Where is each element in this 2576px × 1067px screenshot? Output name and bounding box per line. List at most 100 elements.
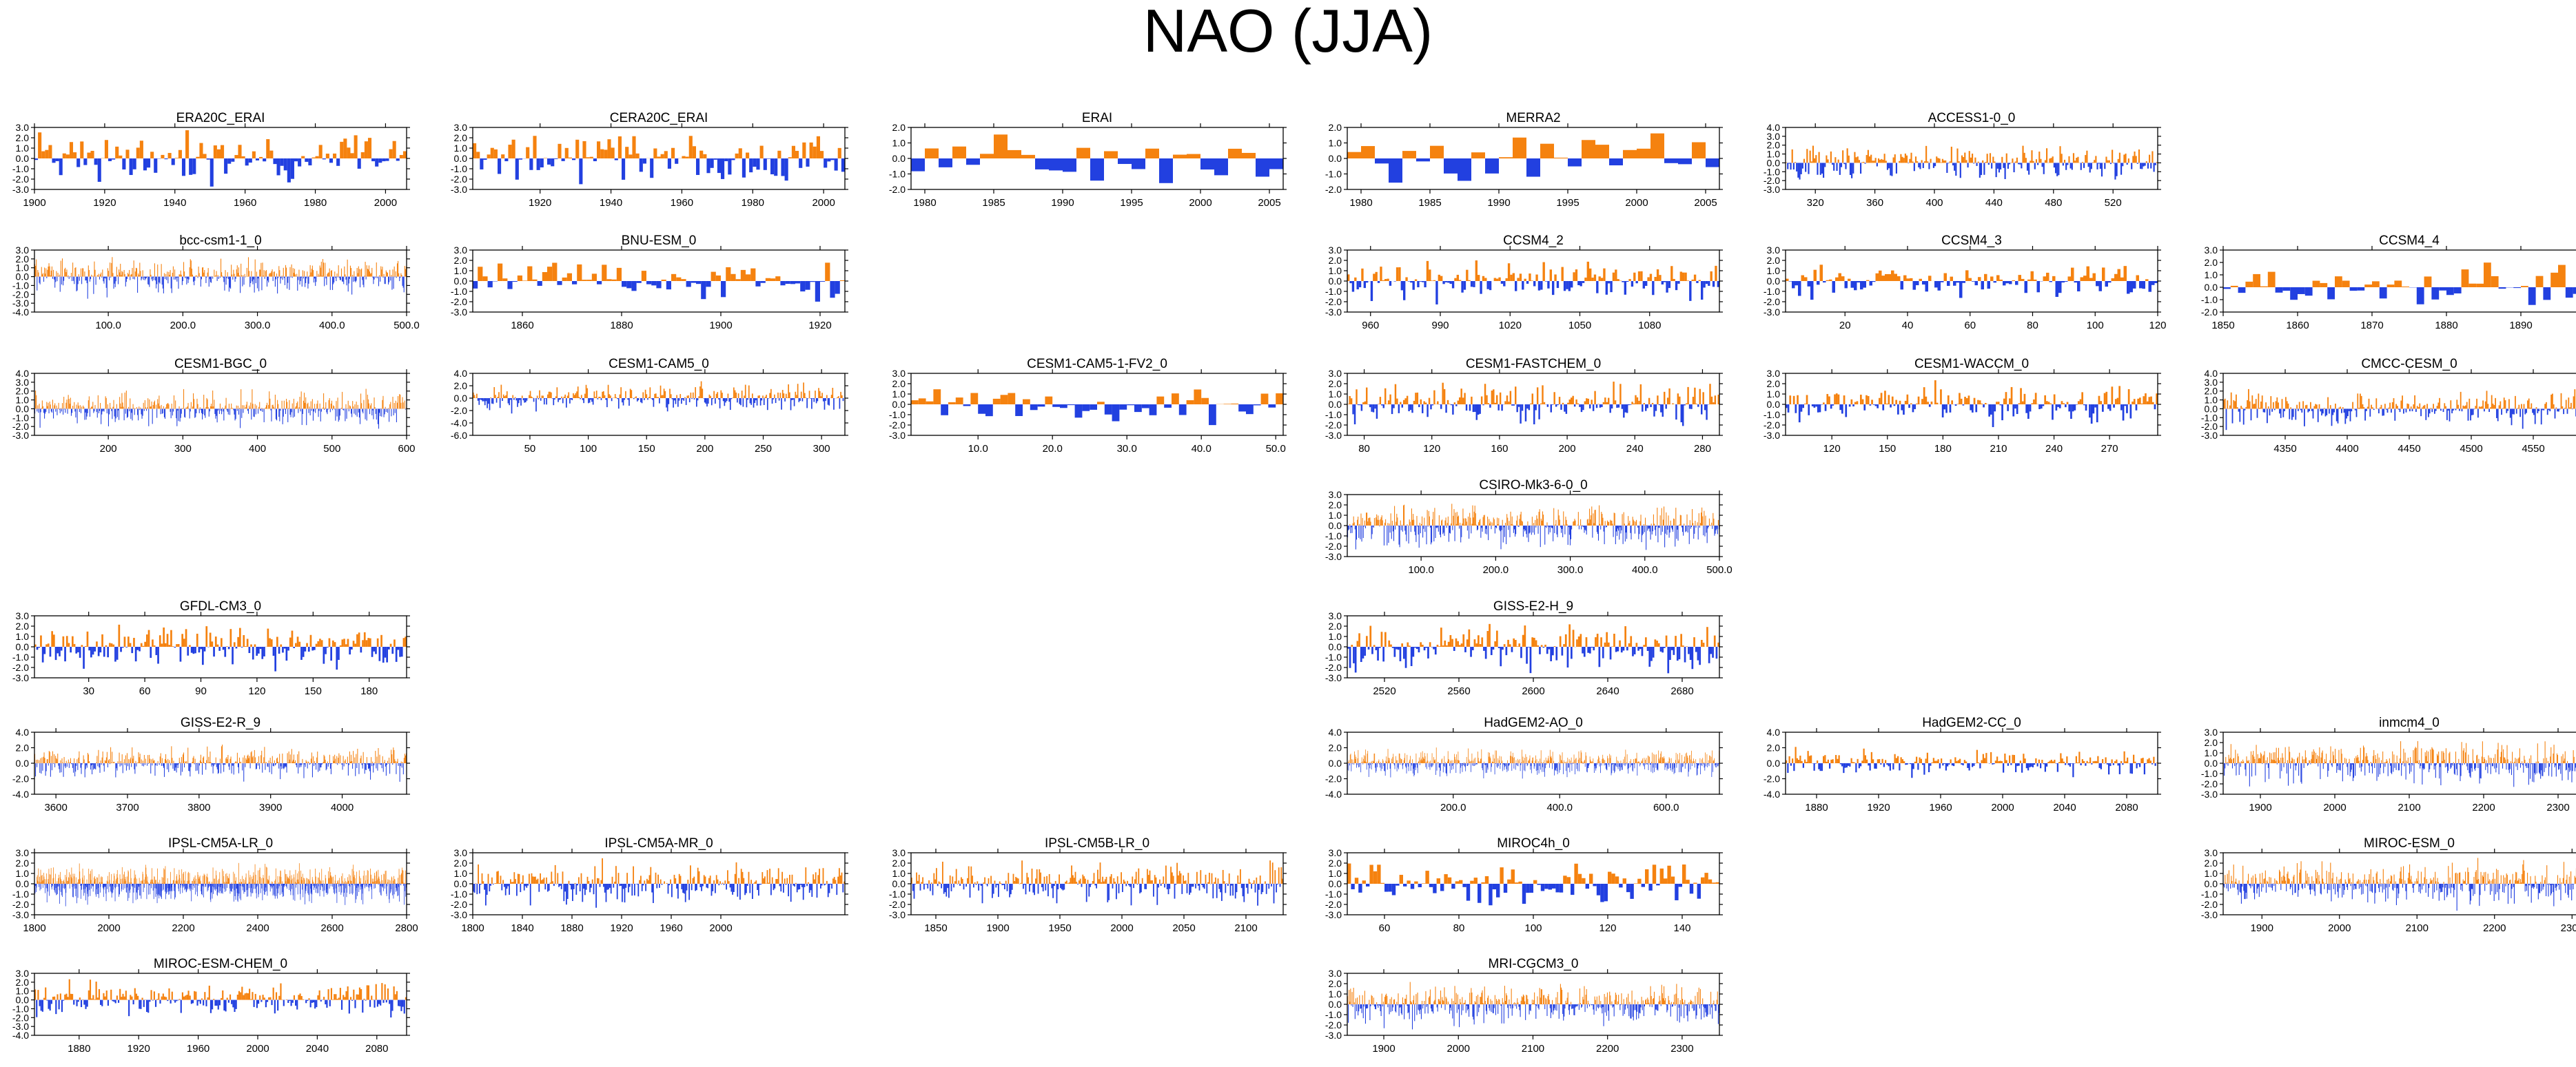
value-bar bbox=[1582, 140, 1595, 158]
value-bar bbox=[611, 398, 613, 402]
value-bar bbox=[262, 262, 263, 277]
value-bar bbox=[766, 158, 770, 159]
value-bar bbox=[219, 403, 221, 409]
value-bar bbox=[825, 262, 830, 281]
value-bar bbox=[274, 276, 276, 287]
value-bar bbox=[1708, 518, 1710, 526]
value-bar bbox=[1485, 158, 1499, 174]
value-bar bbox=[2041, 163, 2043, 167]
value-bar bbox=[1499, 392, 1502, 404]
value-bar bbox=[1666, 526, 1668, 535]
value-bar bbox=[1839, 404, 1841, 411]
value-bar bbox=[551, 398, 553, 399]
value-bar bbox=[1631, 402, 1633, 404]
value-bar bbox=[622, 158, 626, 180]
y-tick-label: -3.0 bbox=[1325, 307, 1342, 318]
value-bar bbox=[198, 408, 199, 409]
value-bar bbox=[170, 408, 172, 419]
value-bar bbox=[338, 276, 340, 278]
value-bar bbox=[178, 274, 180, 277]
value-bar bbox=[208, 756, 209, 763]
value-bar bbox=[1841, 404, 1843, 414]
value-bar bbox=[1604, 397, 1606, 404]
value-bar bbox=[1501, 404, 1503, 411]
value-bar bbox=[2304, 405, 2307, 409]
value-bar bbox=[2383, 408, 2384, 416]
value-bar bbox=[153, 760, 154, 763]
value-bar bbox=[283, 647, 286, 649]
value-bar bbox=[193, 276, 194, 282]
value-bar bbox=[1518, 526, 1520, 528]
value-bar bbox=[82, 268, 83, 277]
value-bar bbox=[498, 392, 500, 398]
value-bar bbox=[2487, 404, 2489, 409]
value-bar bbox=[158, 403, 159, 409]
value-bar bbox=[1498, 518, 1500, 526]
value-bar bbox=[367, 138, 372, 158]
value-bar bbox=[1650, 526, 1651, 540]
value-bar bbox=[806, 398, 808, 408]
value-bar bbox=[237, 636, 239, 647]
value-bar bbox=[2113, 404, 2115, 408]
value-bar bbox=[175, 400, 176, 409]
value-bar bbox=[1872, 404, 1875, 405]
value-bar bbox=[240, 408, 241, 428]
value-bar bbox=[586, 280, 592, 281]
value-bar bbox=[1582, 404, 1584, 411]
value-bar bbox=[547, 267, 553, 281]
value-bar bbox=[1394, 506, 1396, 526]
value-bar bbox=[1520, 647, 1522, 659]
value-bar bbox=[48, 763, 49, 766]
value-bar bbox=[1411, 404, 1413, 413]
value-bar bbox=[487, 154, 491, 158]
y-tick-label: 1.0 bbox=[2205, 395, 2218, 406]
value-bar bbox=[2070, 404, 2072, 419]
value-bar bbox=[84, 408, 85, 420]
value-bar bbox=[1423, 401, 1425, 404]
value-bar bbox=[2405, 408, 2407, 413]
value-bar bbox=[2310, 402, 2311, 409]
value-bar bbox=[604, 149, 608, 158]
value-bar bbox=[1366, 636, 1368, 647]
value-bar bbox=[1511, 516, 1513, 526]
value-bar bbox=[1353, 647, 1355, 663]
value-bar bbox=[176, 408, 178, 426]
value-bar bbox=[1420, 399, 1422, 404]
value-bar bbox=[1666, 397, 1669, 404]
value-bar bbox=[1584, 401, 1586, 404]
value-bar bbox=[53, 408, 54, 419]
value-bar bbox=[1800, 404, 1803, 412]
value-bar bbox=[1440, 276, 1443, 281]
value-bar bbox=[666, 398, 667, 408]
value-bar bbox=[1652, 281, 1655, 296]
value-bar bbox=[2103, 393, 2106, 404]
value-bar bbox=[2250, 408, 2252, 421]
value-bar bbox=[116, 404, 117, 409]
value-bar bbox=[157, 647, 159, 664]
value-bar bbox=[189, 763, 190, 771]
value-bar bbox=[817, 398, 819, 402]
value-bar bbox=[2322, 408, 2324, 414]
value-bar bbox=[671, 273, 677, 281]
value-bar bbox=[59, 408, 60, 410]
value-bar bbox=[311, 265, 313, 277]
value-bar bbox=[2007, 163, 2009, 169]
value-bar bbox=[2080, 163, 2082, 170]
value-bar bbox=[614, 158, 618, 160]
value-bar bbox=[238, 408, 239, 415]
value-bar bbox=[1608, 521, 1610, 526]
value-bar bbox=[247, 408, 249, 414]
value-bar bbox=[34, 158, 39, 160]
y-tick-label: -2.0 bbox=[1764, 175, 1780, 186]
value-bar bbox=[388, 647, 390, 650]
value-bar bbox=[68, 276, 70, 279]
value-bar bbox=[1496, 278, 1499, 281]
value-bar bbox=[822, 398, 824, 402]
value-bar bbox=[373, 647, 376, 652]
value-bar bbox=[1565, 517, 1566, 526]
value-bar bbox=[2488, 408, 2490, 412]
value-bar bbox=[1453, 509, 1455, 526]
value-bar bbox=[1407, 642, 1409, 647]
value-bar bbox=[1351, 281, 1355, 292]
value-bar bbox=[1674, 519, 1675, 526]
